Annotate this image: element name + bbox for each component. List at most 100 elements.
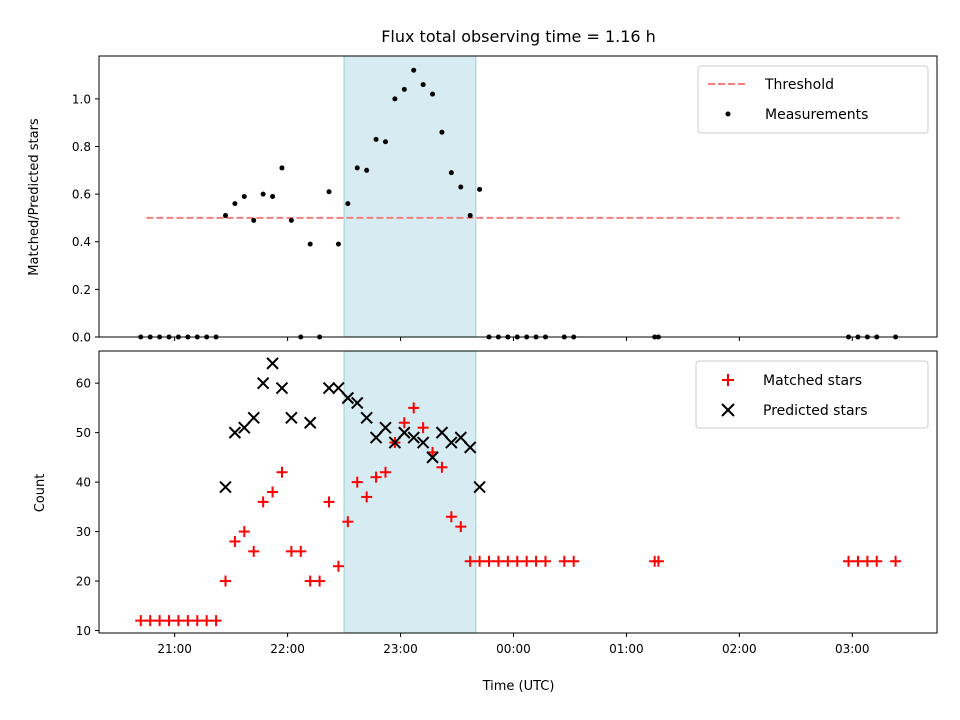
measurement-point <box>232 201 238 207</box>
measurement-point <box>241 194 247 199</box>
bottom-panel: 10 20 30 40 50 60 21:00 22:00 23:00 00:00 01:00 02… <box>33 350 938 694</box>
bottom-xtick-label: 02:00 <box>722 642 757 656</box>
matched-star-point <box>530 555 542 567</box>
predicted-star-point <box>219 480 232 494</box>
top-legend: Threshold Measurements <box>697 65 929 134</box>
matched-star-point <box>492 555 504 567</box>
matched-star-point <box>144 615 156 627</box>
legend-predicted-label: Predicted stars <box>763 403 868 419</box>
matched-star-point <box>361 491 373 503</box>
matched-star-point <box>558 555 570 567</box>
predicted-star-point <box>454 431 467 444</box>
matched-stars-points <box>135 402 902 627</box>
x-axis-label: Time (UTC) <box>482 679 555 694</box>
predicted-star-point <box>416 436 430 449</box>
matched-star-point <box>408 402 420 414</box>
measurement-point <box>364 167 370 173</box>
matched-star-point <box>314 575 326 587</box>
matched-star-point <box>370 471 382 483</box>
matched-star-point <box>843 555 855 567</box>
bottom-xtick-label: 00:00 <box>496 642 531 656</box>
bottom-xtick-label: 23:00 <box>383 642 418 656</box>
matched-star-point <box>219 575 231 587</box>
predicted-star-point <box>303 416 317 429</box>
predicted-star-point <box>407 431 420 444</box>
predicted-star-point <box>228 426 242 439</box>
matched-star-point <box>332 560 344 572</box>
predicted-star-point <box>369 431 383 444</box>
measurement-point <box>260 191 266 197</box>
top-ytick-label: 0.0 <box>72 331 91 345</box>
matched-star-point <box>182 615 194 627</box>
top-panel: 0.0 0.2 0.4 0.6 0.8 1.0 Matched/Predicted sta… <box>27 55 938 345</box>
predicted-star-point <box>379 421 392 434</box>
matched-star-point <box>135 615 147 627</box>
matched-star-point <box>455 521 467 533</box>
matched-star-point <box>539 555 551 567</box>
matched-star-point <box>163 615 175 627</box>
measurement-point <box>458 184 464 190</box>
measurement-point <box>373 136 379 142</box>
matched-star-point <box>191 615 203 627</box>
predicted-star-point <box>398 426 411 439</box>
legend-threshold-label: Threshold <box>764 77 834 93</box>
matched-star-point <box>267 486 279 498</box>
predicted-star-point <box>285 411 298 424</box>
top-ytick-label: 0.4 <box>72 235 91 249</box>
predicted-star-point <box>341 391 355 405</box>
predicted-star-point <box>388 436 402 449</box>
matched-star-point <box>276 466 288 478</box>
measurement-point <box>307 241 313 247</box>
matched-star-point <box>342 516 354 528</box>
bottom-ytick-label: 20 <box>76 575 91 589</box>
legend-predicted-swatch <box>721 403 735 417</box>
matched-star-point <box>511 555 523 567</box>
bottom-legend-box <box>695 360 929 429</box>
matched-star-point <box>201 615 213 627</box>
measurement-point <box>392 96 398 102</box>
matched-star-point <box>379 466 391 478</box>
measurement-point <box>335 241 341 247</box>
top-x-ticks <box>174 337 853 341</box>
bottom-highlight-span <box>343 350 477 634</box>
bottom-ytick-label: 50 <box>76 426 91 440</box>
matched-star-point <box>172 615 184 627</box>
legend-matched-swatch <box>722 374 734 386</box>
predicted-star-point <box>351 396 364 410</box>
measurement-point <box>439 129 445 135</box>
matched-star-point <box>474 555 486 567</box>
predicted-star-point <box>360 411 373 424</box>
matched-star-point <box>568 555 580 567</box>
bottom-ytick-label: 10 <box>76 624 91 638</box>
matched-star-point <box>398 417 410 429</box>
measurement-point <box>279 165 285 171</box>
predicted-stars-points <box>219 357 486 494</box>
matched-star-point <box>464 555 476 567</box>
matched-star-point <box>229 535 241 547</box>
bottom-xtick-label: 22:00 <box>270 642 305 656</box>
top-ytick-label: 1.0 <box>72 92 91 106</box>
predicted-star-point <box>426 451 439 464</box>
matched-star-point <box>238 526 250 538</box>
matched-star-point <box>304 575 316 587</box>
matched-star-point <box>436 461 448 473</box>
predicted-star-point <box>266 357 279 370</box>
top-legend-box <box>697 65 929 134</box>
measurement-point <box>448 170 454 176</box>
bottom-xtick-label: 01:00 <box>609 642 644 656</box>
bottom-xtick-label: 03:00 <box>835 642 870 656</box>
top-ytick-label: 0.2 <box>72 283 91 297</box>
bottom-legend: Matched stars Predicted stars <box>695 360 929 429</box>
predicted-star-point <box>247 411 260 424</box>
legend-matched-label: Matched stars <box>763 373 862 389</box>
top-ytick-label: 0.8 <box>72 140 91 154</box>
measurement-point <box>326 189 332 195</box>
predicted-star-point <box>445 436 458 449</box>
bottom-axes-frame <box>98 350 938 634</box>
matched-star-point <box>323 496 335 508</box>
bottom-y-ticks: 10 20 30 40 50 60 <box>76 377 99 638</box>
measurement-point <box>401 86 407 92</box>
bottom-y-axis-label: Count <box>33 474 48 513</box>
bottom-ytick-label: 40 <box>76 476 91 490</box>
measurement-point <box>270 194 276 199</box>
